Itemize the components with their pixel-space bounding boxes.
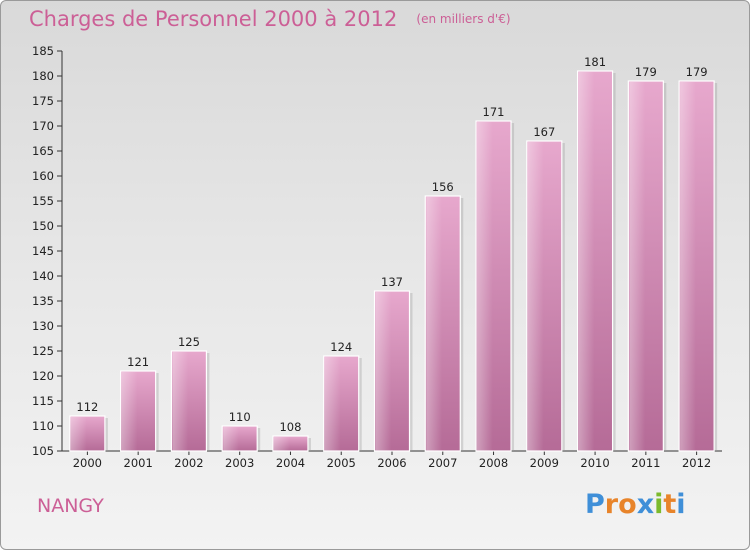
value-label: 125 bbox=[178, 335, 200, 349]
chart-subtitle: (en milliers d'€) bbox=[416, 12, 511, 26]
y-tick-label: 185 bbox=[32, 44, 54, 58]
y-tick-label: 155 bbox=[32, 194, 54, 208]
logo-letter: r bbox=[604, 489, 619, 520]
commune-name: NANGY bbox=[37, 495, 104, 517]
x-tick-label: 2010 bbox=[580, 456, 609, 470]
bar-highlight bbox=[578, 72, 595, 451]
x-tick-label: 2009 bbox=[530, 456, 559, 470]
logo-letter: o bbox=[618, 489, 637, 520]
y-tick-label: 145 bbox=[32, 244, 54, 258]
y-tick-label: 180 bbox=[32, 69, 54, 83]
y-tick-label: 150 bbox=[32, 219, 54, 233]
bar-highlight bbox=[375, 292, 392, 451]
value-label: 112 bbox=[76, 400, 98, 414]
x-tick-label: 2001 bbox=[124, 456, 153, 470]
bar-highlight bbox=[629, 82, 646, 451]
x-tick-label: 2007 bbox=[428, 456, 457, 470]
bar-highlight bbox=[426, 197, 443, 451]
y-tick-label: 170 bbox=[32, 119, 54, 133]
logo-letter: i bbox=[676, 489, 686, 520]
y-tick-label: 160 bbox=[32, 169, 54, 183]
x-tick-label: 2005 bbox=[327, 456, 356, 470]
y-tick-label: 125 bbox=[32, 344, 54, 358]
bar-highlight bbox=[273, 437, 290, 451]
value-label: 156 bbox=[432, 180, 454, 194]
logo-letter: x bbox=[636, 489, 655, 520]
x-tick-label: 2004 bbox=[276, 456, 305, 470]
bar-highlight bbox=[172, 352, 189, 451]
chart-title: Charges de Personnel 2000 à 2012 bbox=[29, 7, 398, 31]
title-row: Charges de Personnel 2000 à 2012 (en mil… bbox=[29, 7, 511, 31]
logo-letter: i bbox=[654, 489, 664, 520]
x-tick-label: 2012 bbox=[682, 456, 711, 470]
value-label: 110 bbox=[229, 410, 251, 424]
y-tick-label: 110 bbox=[32, 419, 54, 433]
x-tick-label: 2006 bbox=[377, 456, 406, 470]
value-label: 108 bbox=[279, 420, 301, 434]
logo-letter: t bbox=[663, 489, 677, 520]
bar-highlight bbox=[527, 142, 544, 451]
bars: 112 121 125 110 108 124 137 156 171 167 181 179 179 bbox=[69, 55, 718, 452]
x-tick-label: 2000 bbox=[73, 456, 102, 470]
bar-highlight bbox=[680, 82, 696, 451]
bar-highlight bbox=[324, 357, 341, 451]
y-tick-label: 165 bbox=[32, 144, 54, 158]
bar-highlight bbox=[70, 417, 87, 451]
bar-highlight bbox=[477, 122, 493, 451]
y-tick-label: 175 bbox=[32, 94, 54, 108]
y-tick-label: 130 bbox=[32, 319, 54, 333]
value-label: 124 bbox=[330, 340, 352, 354]
y-tick-label: 135 bbox=[32, 294, 54, 308]
x-tick-label: 2008 bbox=[479, 456, 508, 470]
value-label: 179 bbox=[635, 65, 657, 79]
value-label: 137 bbox=[381, 275, 403, 289]
value-label: 181 bbox=[584, 55, 606, 69]
proxiti-logo: Proxiti bbox=[585, 489, 686, 520]
value-label: 121 bbox=[127, 355, 149, 369]
y-tick-label: 120 bbox=[32, 369, 54, 383]
logo-letter: P bbox=[585, 489, 605, 520]
bar-highlight bbox=[223, 427, 239, 451]
value-label: 167 bbox=[533, 125, 555, 139]
value-label: 179 bbox=[686, 65, 708, 79]
x-tick-label: 2002 bbox=[174, 456, 203, 470]
x-tick-label: 2011 bbox=[631, 456, 660, 470]
bar-highlight bbox=[121, 372, 138, 451]
x-tick-label: 2003 bbox=[225, 456, 254, 470]
axes: 105 110 115 120 125 130 135 140 145 150 155 160 165 1… bbox=[32, 44, 722, 470]
y-tick-label: 115 bbox=[32, 394, 54, 408]
value-label: 171 bbox=[483, 105, 505, 119]
y-tick-label: 105 bbox=[32, 444, 54, 458]
y-tick-label: 140 bbox=[32, 269, 54, 283]
